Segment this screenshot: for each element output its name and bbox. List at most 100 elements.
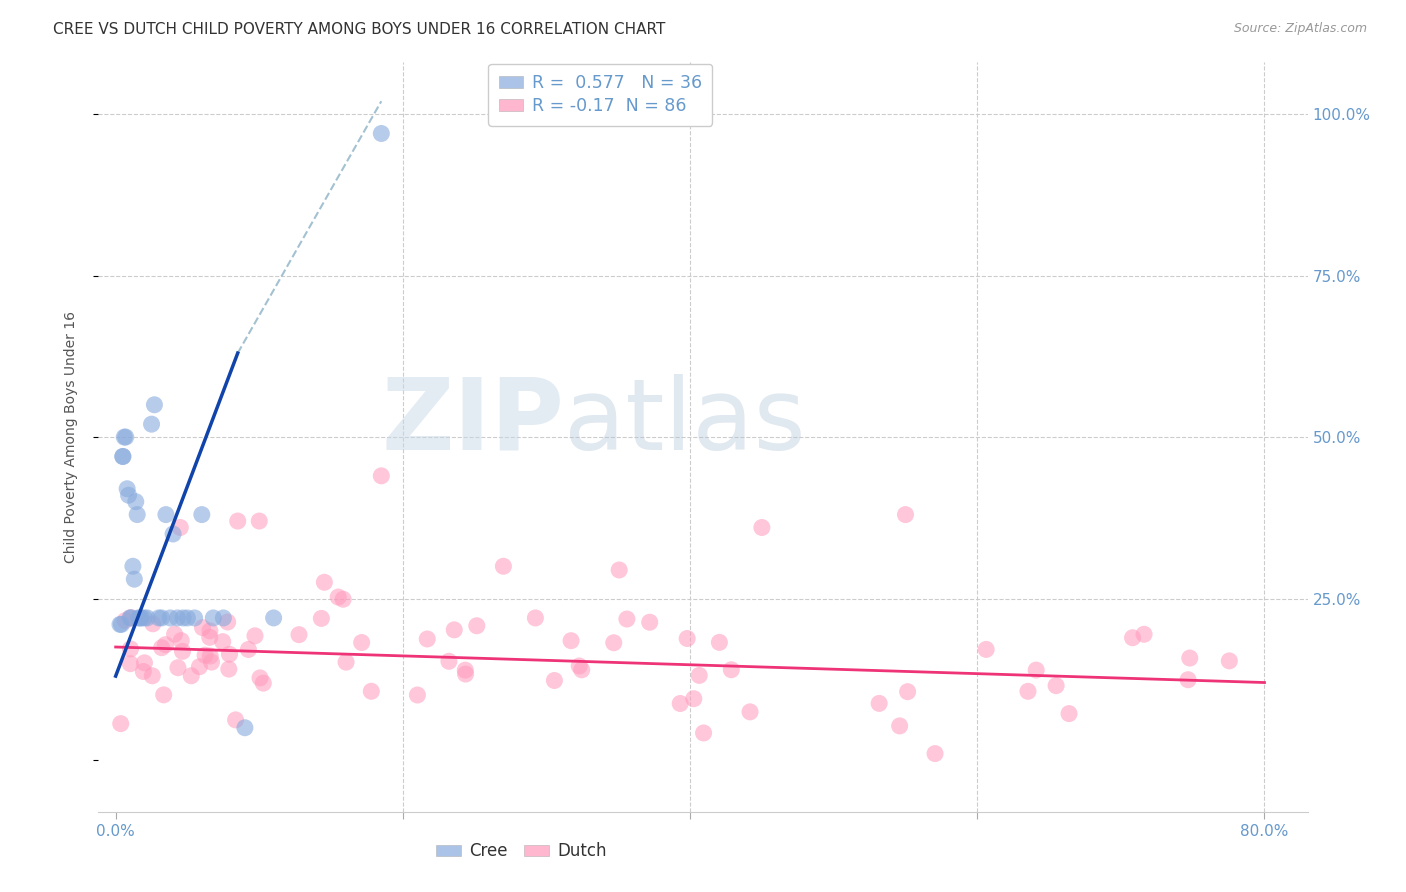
Point (120, 657, 142, 671)
Point (111, 450, 134, 464)
Point (1122, 631, 1144, 645)
Point (263, 611, 285, 625)
Point (249, 671, 271, 685)
Text: Source: ZipAtlas.com: Source: ZipAtlas.com (1233, 22, 1367, 36)
Point (183, 611, 205, 625)
Point (669, 697, 692, 711)
Point (129, 611, 152, 625)
Point (167, 661, 190, 675)
Point (108, 617, 131, 632)
Point (709, 635, 731, 649)
Point (1133, 627, 1156, 641)
Point (114, 430, 136, 444)
Point (492, 559, 515, 574)
Point (226, 514, 249, 528)
Point (211, 634, 233, 648)
Legend: Cree, Dutch: Cree, Dutch (429, 836, 614, 867)
Point (1218, 654, 1240, 668)
Point (370, 127, 392, 141)
Point (176, 611, 198, 625)
Point (162, 527, 184, 541)
Point (560, 633, 582, 648)
Point (120, 642, 142, 657)
Point (141, 669, 163, 683)
Point (437, 654, 460, 668)
Point (110, 716, 132, 731)
Point (1057, 706, 1080, 721)
Point (115, 482, 138, 496)
Point (212, 611, 235, 625)
Point (406, 688, 429, 702)
Point (155, 508, 177, 522)
Point (894, 508, 917, 522)
Point (110, 617, 132, 632)
Point (350, 635, 373, 649)
Point (524, 611, 547, 625)
Point (1177, 673, 1199, 687)
Point (150, 611, 173, 625)
Point (152, 688, 174, 702)
Point (252, 676, 274, 690)
Point (198, 630, 221, 644)
Point (148, 611, 170, 625)
Point (738, 705, 761, 719)
Point (1045, 679, 1067, 693)
Point (172, 611, 194, 625)
Point (163, 627, 186, 641)
Point (188, 659, 211, 673)
Point (125, 494, 148, 508)
Point (1025, 663, 1047, 677)
Point (191, 621, 214, 635)
Text: atlas: atlas (564, 374, 806, 471)
Point (454, 663, 477, 677)
Text: ZIP: ZIP (381, 374, 564, 471)
Point (131, 611, 153, 625)
Point (225, 713, 247, 727)
Point (122, 559, 145, 574)
Point (603, 636, 626, 650)
Point (638, 615, 661, 630)
Point (191, 508, 214, 522)
Point (676, 632, 699, 646)
Point (136, 611, 159, 625)
Point (132, 665, 155, 679)
Point (120, 611, 142, 625)
Point (114, 614, 136, 628)
Point (202, 611, 225, 625)
Point (332, 592, 354, 607)
Point (118, 611, 141, 625)
Point (120, 610, 142, 624)
Point (172, 644, 194, 658)
Point (692, 726, 714, 740)
Point (180, 669, 202, 683)
Point (897, 684, 920, 698)
Point (311, 611, 333, 625)
Point (218, 647, 240, 661)
Point (1178, 651, 1201, 665)
Point (200, 648, 222, 663)
Point (443, 623, 465, 637)
Point (112, 430, 135, 444)
Point (143, 398, 166, 412)
Point (238, 642, 260, 657)
Point (247, 514, 270, 528)
Point (111, 450, 134, 464)
Point (682, 691, 704, 706)
Point (169, 520, 191, 534)
Point (688, 668, 710, 682)
Point (868, 697, 890, 711)
Point (720, 663, 742, 677)
Point (159, 611, 181, 625)
Point (128, 611, 150, 625)
Point (155, 638, 177, 652)
Point (233, 721, 256, 735)
Point (243, 629, 266, 643)
Point (360, 684, 382, 698)
Y-axis label: Child Poverty Among Boys Under 16: Child Poverty Among Boys Under 16 (63, 311, 77, 563)
Point (616, 612, 638, 626)
Point (166, 611, 188, 625)
Point (117, 488, 139, 502)
Point (142, 616, 165, 631)
Point (924, 747, 946, 761)
Point (328, 590, 350, 604)
